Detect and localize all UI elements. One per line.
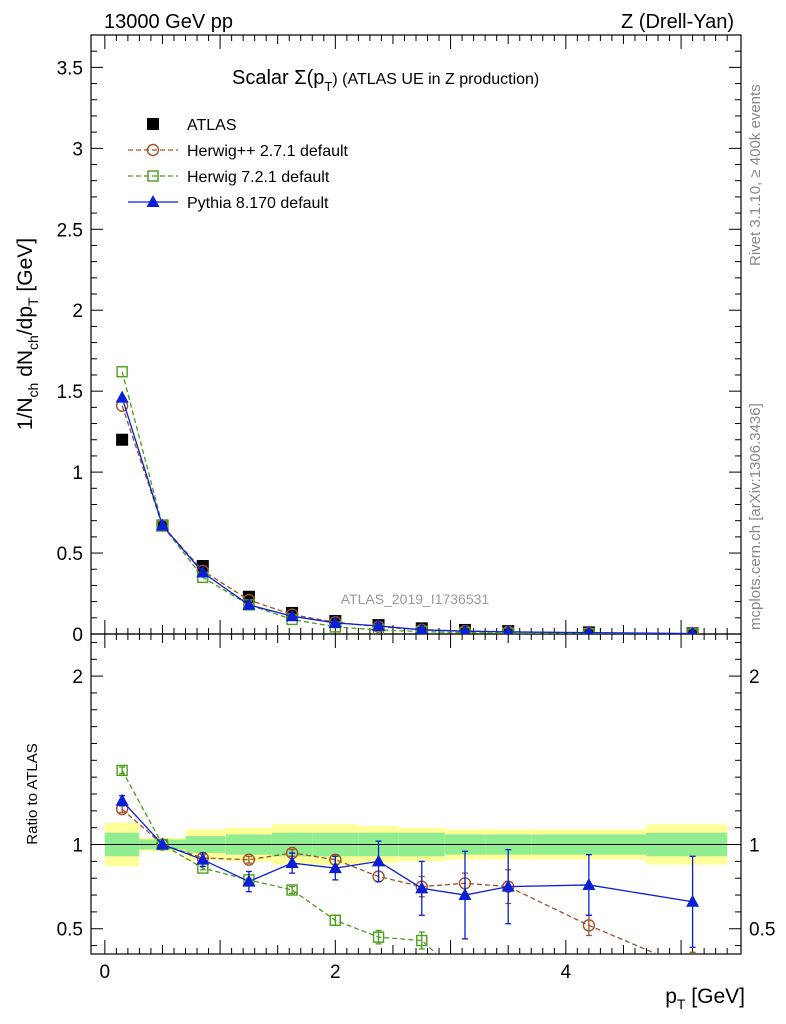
main-point-pythia (415, 622, 428, 634)
main-y-tick-label: 3 (72, 139, 83, 160)
main-series-pythia (115, 390, 697, 634)
ratio-point-pythia (242, 874, 256, 887)
legend-marker-pythia (146, 195, 160, 207)
plot-title-main: Scalar Σ(p (232, 67, 324, 89)
ratio-line-herwig7 (121, 770, 438, 954)
main-point-pythia (459, 624, 471, 634)
ratio-point-pythia (328, 861, 342, 874)
ratio-point-herwig7 (329, 914, 342, 927)
ratio-panel-frame (90, 633, 742, 955)
main-point-pythia (155, 518, 169, 531)
main-y-tick-label: 3.5 (57, 58, 83, 79)
main-y-tick-label: 0 (72, 625, 83, 646)
ratio-line-herwigpp (121, 808, 659, 954)
legend-marker-atlas (147, 118, 159, 130)
main-point-pythia (688, 626, 697, 634)
ratio-point-herwig7 (460, 974, 470, 984)
main-point-pythia (115, 390, 129, 403)
ratio-point-herwigpp (582, 919, 596, 932)
ratio-point-pythia (582, 877, 596, 890)
main-point-pythia (503, 624, 514, 634)
plot-title-rest: ) (ATLAS UE in Z production) (332, 71, 539, 88)
rivet-version-label: Rivet 3.1.10, ≥ 400k events (747, 84, 764, 266)
main-point-pythia (584, 625, 594, 634)
process-label: Z (Drell-Yan) (621, 11, 734, 33)
x-tick-label: 4 (561, 962, 572, 983)
x-tick-label: 2 (330, 962, 341, 983)
main-y-axis-label: 1/Nch dNch/dpT [GeV] (14, 238, 41, 430)
ratio-y-tick-label: 2 (72, 667, 83, 688)
main-y-tick-label: 2 (72, 301, 83, 322)
ratio-point-herwig7 (116, 764, 128, 777)
ratio-point-herwig7 (286, 884, 298, 896)
main-point-pythia (328, 615, 342, 628)
ratio-point-pythia (415, 881, 429, 894)
ratio-series-herwig7 (116, 764, 594, 1001)
x-axis-label: pT [GeV] (665, 985, 745, 1012)
main-series-group (115, 366, 699, 634)
legend-label-atlas: ATLAS (187, 117, 237, 134)
ratio-point-herwigpp (687, 964, 698, 975)
plot-title: Scalar Σ(pT) (ATLAS UE in Z production) (232, 67, 539, 94)
ratio-point-pythia (686, 894, 700, 907)
main-point-pythia (372, 618, 386, 631)
legend-label-herwigpp: Herwig++ 2.7.1 default (187, 143, 349, 160)
ratio-y-tick-label: 0.5 (57, 920, 83, 941)
x-tick-label: 0 (100, 962, 111, 983)
energy-label: 13000 GeV pp (104, 11, 233, 33)
ratio-point-herwig7 (584, 991, 594, 1001)
legend-marker-herwigpp (146, 143, 160, 157)
ratio-point-pythia (501, 879, 515, 892)
ratio-y-tick-label-right: 0.5 (749, 920, 775, 941)
ratio-y-tick-label: 1 (72, 836, 83, 857)
ratio-point-pythia (155, 837, 169, 850)
ratio-point-herwigpp (242, 853, 256, 866)
ratio-point-pythia (458, 888, 472, 901)
analysis-watermark: ATLAS_2019_I1736531 (341, 591, 490, 607)
ratio-y-tick-label-right: 1 (749, 836, 760, 857)
legend-marker-herwig7 (147, 170, 159, 182)
ratio-point-pythia (196, 852, 210, 865)
ratio-point-herwig7 (416, 934, 428, 947)
main-point-pythia (285, 609, 299, 622)
main-y-tick-label: 1 (72, 463, 83, 484)
ratio-point-pythia (285, 856, 299, 869)
ratio-y-tick-label-right: 2 (749, 667, 760, 688)
main-line-herwig7 (121, 371, 693, 634)
main-series-atlas (116, 433, 699, 634)
ratio-line-pythia (121, 800, 693, 903)
main-line-pythia (121, 397, 693, 634)
ratio-series-pythia (115, 793, 700, 948)
ratio-y-axis-label: Ratio to ATLAS (24, 743, 41, 844)
main-y-tick-label: 1.5 (57, 382, 83, 403)
ratio-point-pythia (372, 854, 386, 867)
ratio-point-herwig7 (372, 931, 385, 943)
main-point-herwig7 (116, 366, 128, 378)
main-y-tick-label: 0.5 (57, 544, 83, 565)
main-y-tick-label: 2.5 (57, 220, 83, 241)
main-point-pythia (196, 565, 210, 578)
legend-label-pythia: Pythia 8.170 default (187, 195, 329, 212)
plot-title-sub: T (324, 79, 332, 94)
ratio-point-herwig7 (503, 978, 513, 988)
ratio-series-group (115, 764, 700, 1001)
legend: ATLAS Herwig++ 2.7.1 default Herwig 7.2.1 … (128, 117, 349, 212)
main-point-pythia (242, 597, 256, 610)
main-point-atlas (116, 433, 129, 446)
mcplots-label: mcplots.cern.ch [arXiv:1306.3436] (747, 403, 764, 630)
ratio-point-pythia (115, 793, 129, 806)
main-y-axis: 0 0.5 1 1.5 2 2.5 3 3.5 (57, 50, 741, 646)
legend-label-herwig7: Herwig 7.2.1 default (187, 169, 330, 186)
ratio-y-axis: 0.5 0.5 1 1 2 2 (57, 641, 775, 947)
